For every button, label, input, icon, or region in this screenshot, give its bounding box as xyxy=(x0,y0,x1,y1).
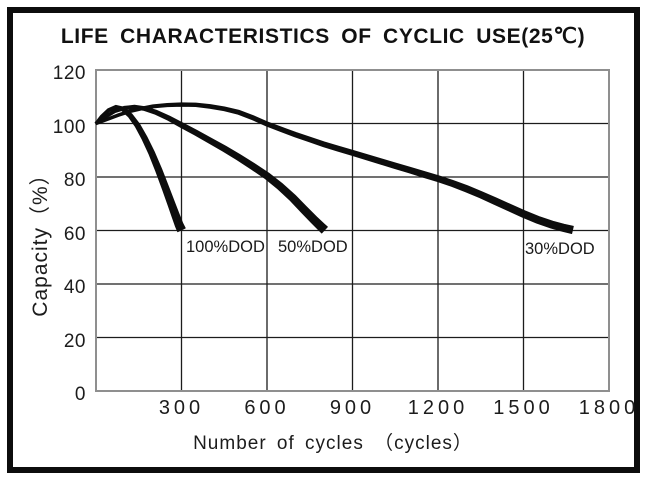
y-tick-label: 120 xyxy=(52,63,86,84)
curve-band-100dod xyxy=(94,104,186,233)
series-label-30dod: 30%DOD xyxy=(525,240,595,258)
y-tick-label: 100 xyxy=(52,116,86,138)
x-tick-label: 1800 xyxy=(578,397,640,419)
chart-title: LIFE CHARACTERISTICS OF CYCLIC USE(25℃) xyxy=(60,25,586,48)
curve-band-50dod xyxy=(94,104,328,234)
plot-border xyxy=(95,69,610,392)
x-axis-title: Number of cycles （cycles） xyxy=(193,433,473,454)
y-tick-label: 40 xyxy=(63,277,86,298)
x-tick-label: 900 xyxy=(329,397,376,419)
y-axis-title: Capacity（%） xyxy=(29,163,52,317)
x-tick-label: 600 xyxy=(244,397,290,419)
y-tick-label: 80 xyxy=(63,170,86,191)
series-label-50dod: 50%DOD xyxy=(278,238,348,256)
series-label-100dod: 100%DOD xyxy=(186,238,265,256)
plot-area xyxy=(94,69,610,392)
y-tick-label: 0 xyxy=(74,384,86,405)
x-tick-label: 1200 xyxy=(407,397,469,419)
y-tick-label: 60 xyxy=(63,223,86,245)
y-tick-label: 20 xyxy=(63,330,86,352)
curve-band-30dod xyxy=(95,102,574,234)
x-tick-label: 300 xyxy=(158,397,205,419)
x-tick-label: 1500 xyxy=(493,397,554,419)
